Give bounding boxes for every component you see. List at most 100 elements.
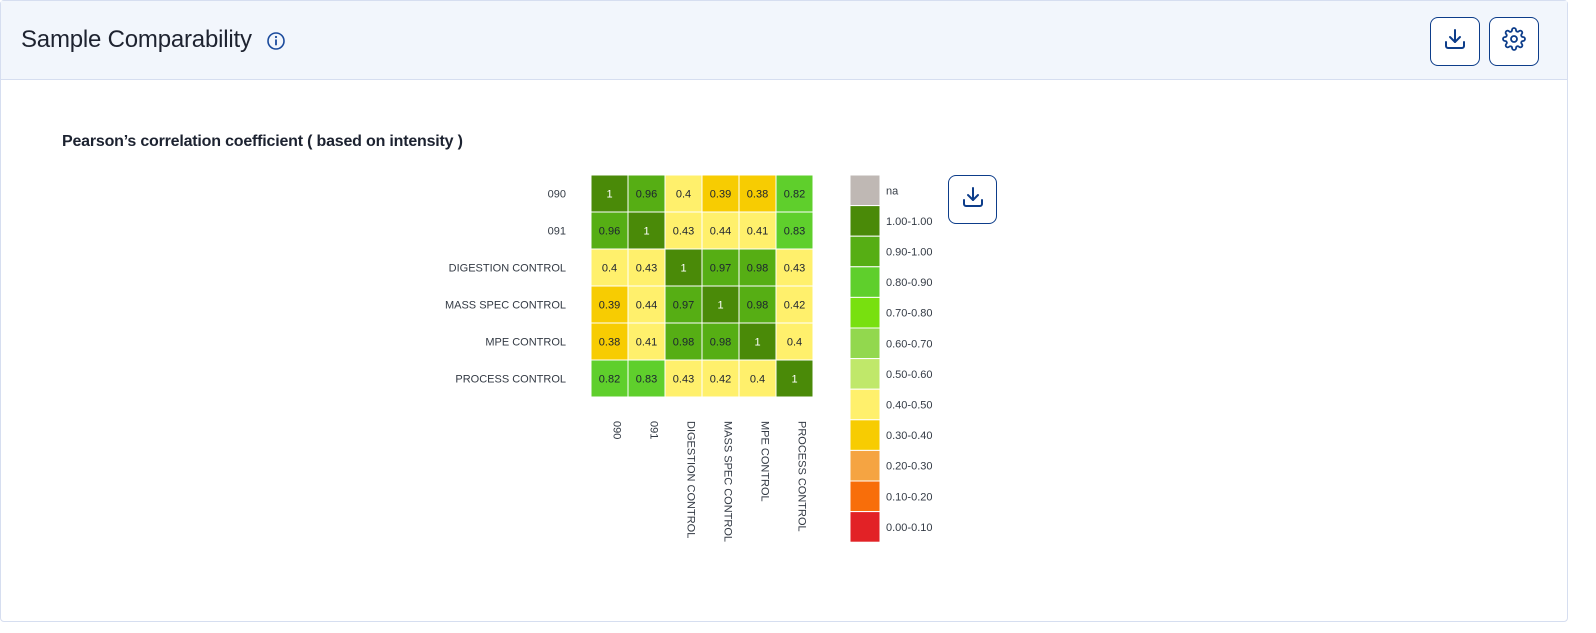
- heatmap-cell: [664, 359, 703, 398]
- heatmap-cell-label: 0.97: [673, 300, 694, 312]
- heatmap-cell-label: 1: [643, 226, 649, 238]
- heatmap-cell: [738, 322, 777, 361]
- heatmap-cell-label: 0.44: [636, 300, 657, 312]
- heatmap-cell-label: 0.82: [784, 189, 805, 201]
- gear-icon: [1502, 27, 1526, 56]
- download-icon: [961, 185, 985, 214]
- legend-label: 0.30-0.40: [886, 430, 932, 442]
- heatmap-cell-label: 0.98: [710, 337, 731, 349]
- heatmap-cell-label: 0.43: [673, 374, 694, 386]
- heatmap-cell: [775, 285, 814, 324]
- legend-swatch: [849, 296, 881, 329]
- row-label: 090: [548, 189, 566, 201]
- legend-swatch: [849, 388, 881, 421]
- heatmap-cell-label: 0.98: [747, 263, 768, 275]
- heatmap-cell: [590, 248, 629, 287]
- page-title: Sample Comparability: [21, 26, 252, 53]
- legend-label: 0.10-0.20: [886, 491, 932, 503]
- download-icon: [1443, 27, 1467, 56]
- legend-swatch: [849, 480, 881, 513]
- legend-swatch: [849, 358, 881, 390]
- heatmap-cell-label: 1: [791, 374, 797, 386]
- download-button[interactable]: [1430, 17, 1480, 66]
- row-label: 091: [548, 226, 566, 238]
- legend-label: 0.90-1.00: [886, 247, 932, 259]
- row-label: DIGESTION CONTROL: [449, 263, 566, 275]
- chart-download-button[interactable]: [948, 175, 997, 224]
- heatmap-cell-label: 1: [606, 189, 612, 201]
- column-label: PROCESS CONTROL: [796, 421, 808, 532]
- heatmap-cell: [701, 211, 740, 250]
- heatmap-cell: [738, 248, 777, 287]
- column-label: 090: [611, 421, 623, 439]
- heatmap-cell-label: 0.96: [599, 226, 620, 238]
- heatmap-cell-label: 0.98: [673, 337, 694, 349]
- heatmap-cell: [590, 359, 629, 398]
- heatmap-cell: [664, 285, 703, 324]
- heatmap-cell-label: 0.98: [747, 300, 768, 312]
- sample-comparability-panel: Sample Comparability Pears: [0, 0, 1568, 622]
- legend-swatch: [849, 205, 881, 237]
- legend-swatch: [849, 235, 881, 268]
- legend-label: na: [886, 185, 899, 197]
- heatmap-cell-label: 0.43: [636, 263, 657, 275]
- heatmap-cell-label: 0.41: [747, 226, 768, 238]
- heatmap-cell-label: 0.96: [636, 189, 657, 201]
- column-label: 091: [648, 421, 660, 439]
- heatmap-cell: [701, 248, 740, 287]
- heatmap-cell: [738, 285, 777, 324]
- heatmap-cell-label: 0.41: [636, 337, 657, 349]
- legend-swatch: [849, 266, 881, 298]
- heatmap-cell-label: 0.4: [750, 374, 765, 386]
- heatmap-cell-label: 0.39: [599, 300, 620, 312]
- heatmap-cell: [775, 211, 814, 250]
- legend-label: 0.70-0.80: [886, 308, 932, 320]
- heatmap-cell-label: 0.39: [710, 189, 731, 201]
- row-label: PROCESS CONTROL: [455, 374, 566, 386]
- heatmap-cell: [701, 174, 740, 213]
- legend-swatch: [849, 511, 881, 543]
- heatmap-cell: [627, 174, 666, 213]
- heatmap-cell-label: 0.97: [710, 263, 731, 275]
- chart-title: Pearson’s correlation coefficient ( base…: [62, 133, 463, 150]
- heatmap-cell: [775, 359, 814, 398]
- heatmap-cell-label: 1: [680, 263, 686, 275]
- legend-label: 0.80-0.90: [886, 277, 932, 289]
- legend-label: 0.00-0.10: [886, 522, 932, 534]
- heatmap-cell-label: 0.43: [784, 263, 805, 275]
- correlation-heatmap: 1 0.96 0.4 0.39 0.38 0.820.96 1 0.43 0.44 0.41 0.8…: [445, 174, 932, 543]
- panel-header: Sample Comparability: [1, 1, 1567, 80]
- heatmap-cell-label: 0.4: [602, 263, 617, 275]
- legend-label: 1.00-1.00: [886, 216, 932, 228]
- heatmap-cell-label: 0.4: [787, 337, 802, 349]
- heatmap-cell-label: 1: [717, 300, 723, 312]
- heatmap-cell-label: 0.83: [636, 374, 657, 386]
- settings-button[interactable]: [1489, 17, 1539, 66]
- heatmap-cell: [775, 174, 814, 213]
- heatmap-cell: [627, 285, 666, 324]
- heatmap-cell: [627, 248, 666, 287]
- column-label: MASS SPEC CONTROL: [722, 421, 734, 542]
- heatmap-cell-label: 0.38: [599, 337, 620, 349]
- heatmap-cell-label: 0.43: [673, 226, 694, 238]
- info-icon[interactable]: [266, 31, 286, 51]
- heatmap-cell: [664, 248, 703, 287]
- heatmap-cell-label: 0.44: [710, 226, 731, 238]
- column-label: DIGESTION CONTROL: [685, 421, 697, 538]
- heatmap-cell-label: 0.4: [676, 189, 691, 201]
- heatmap-cell: [627, 211, 666, 250]
- heatmap-cell-label: 0.38: [747, 189, 768, 201]
- heatmap-cell: [738, 211, 777, 250]
- legend-swatch: [849, 174, 881, 207]
- heatmap-cell-label: 0.42: [784, 300, 805, 312]
- legend-swatch: [849, 419, 881, 451]
- legend-label: 0.40-0.50: [886, 400, 932, 412]
- row-label: MASS SPEC CONTROL: [445, 300, 566, 312]
- legend-swatch: [849, 327, 881, 360]
- legend-label: 0.20-0.30: [886, 461, 932, 473]
- legend-label: 0.60-0.70: [886, 338, 932, 350]
- heatmap-cell-label: 0.83: [784, 226, 805, 238]
- heatmap-cell: [590, 322, 629, 361]
- row-label: MPE CONTROL: [485, 337, 566, 349]
- heatmap-cell-label: 1: [754, 337, 760, 349]
